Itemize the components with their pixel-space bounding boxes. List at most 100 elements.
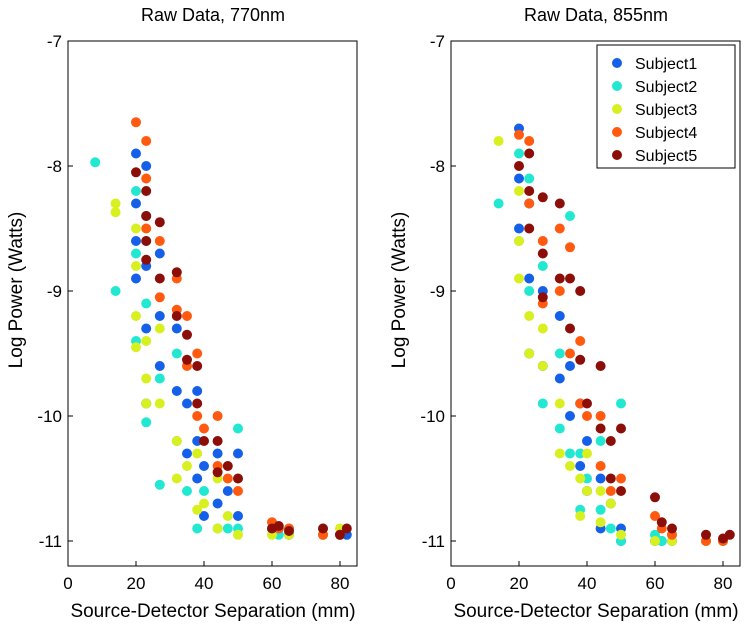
data-point-subject1 [233, 511, 243, 521]
data-point-subject3 [233, 529, 243, 540]
y-tick-label: -11 [422, 532, 445, 551]
data-point-subject5 [554, 198, 565, 209]
data-point-subject3 [575, 511, 586, 521]
y-tick-label: -9 [430, 282, 445, 301]
data-point-subject3 [514, 186, 524, 196]
legend-label: Subject2 [635, 79, 697, 96]
data-point-subject4 [141, 136, 152, 146]
data-point-subject5 [192, 361, 203, 371]
data-point-subject3 [131, 223, 141, 234]
data-point-subject1 [595, 473, 606, 484]
x-tick-label: 40 [578, 574, 597, 593]
data-point-subject2 [554, 348, 565, 359]
data-point-subject1 [199, 511, 209, 521]
data-point-subject4 [537, 236, 548, 246]
data-point-subject5 [318, 523, 328, 534]
data-point-subject4 [141, 223, 152, 234]
data-point-subject2 [131, 186, 141, 196]
data-point-subject4 [595, 461, 606, 471]
data-point-subject3 [554, 398, 565, 409]
data-point-subject5 [650, 492, 660, 503]
data-point-subject5 [575, 286, 586, 296]
y-tick-label: -10 [420, 407, 445, 426]
data-point-subject5 [656, 517, 667, 528]
data-point-subject3 [154, 398, 165, 409]
data-point-subject3 [182, 461, 192, 471]
data-point-subject4 [199, 423, 209, 434]
data-point-subject2 [171, 348, 182, 359]
data-point-subject5 [141, 211, 152, 221]
data-point-subject4 [222, 473, 233, 484]
data-point-subject3 [524, 311, 535, 321]
data-point-subject2 [493, 198, 504, 209]
legend: Subject1 Subject2 Subject3 Subject4 Subject5 [596, 44, 736, 169]
data-point-subject1 [554, 373, 565, 384]
data-point-subject1 [524, 273, 535, 284]
y-tick-label: -11 [39, 532, 62, 551]
data-point-subject3 [524, 348, 535, 359]
data-point-subject5 [616, 486, 626, 496]
data-point-subject5 [514, 161, 524, 171]
data-point-subject5 [524, 186, 535, 196]
data-point-subject5 [341, 523, 352, 534]
data-point-subject1 [182, 398, 192, 409]
data-point-subject1 [514, 173, 524, 184]
data-point-subject4 [582, 411, 592, 421]
data-point-subject3 [192, 504, 203, 515]
data-point-subject2 [222, 523, 233, 534]
data-point-subject2 [233, 423, 243, 434]
data-point-subject5 [605, 473, 616, 484]
x-axis-label: Source-Detector Separation (mm) [453, 601, 738, 622]
data-point-subject2 [141, 417, 152, 428]
legend-label: Subject1 [635, 56, 697, 73]
data-point-subject5 [616, 423, 626, 434]
data-point-subject4 [554, 223, 565, 234]
data-point-subject3 [650, 536, 660, 546]
data-point-subject4 [212, 411, 223, 421]
data-point-subject3 [582, 448, 592, 459]
data-point-subject3 [514, 236, 524, 246]
data-point-subject1 [192, 473, 203, 484]
data-point-subject5 [212, 467, 223, 478]
data-point-subject4 [554, 286, 565, 296]
y-tick-label: -8 [430, 157, 445, 176]
data-point-subject4 [616, 473, 626, 484]
y-tick-label: -9 [47, 282, 62, 301]
data-point-subject2 [514, 148, 524, 159]
data-point-subject3 [582, 486, 592, 496]
data-point-subject4 [605, 486, 616, 496]
data-point-subject3 [554, 448, 565, 459]
x-tick-label: 60 [646, 574, 665, 593]
data-point-subject2 [90, 157, 101, 168]
data-point-subject1 [131, 148, 141, 159]
x-tick-label: 0 [446, 574, 455, 593]
data-point-subject5 [171, 311, 182, 321]
data-point-subject2 [595, 504, 606, 515]
legend-marker [612, 104, 622, 114]
data-point-subject5 [565, 273, 575, 284]
data-point-subject4 [524, 136, 535, 146]
data-point-subject1 [554, 311, 565, 321]
x-tick-label: 80 [331, 574, 350, 593]
data-point-subject5 [595, 423, 606, 434]
data-point-subject1 [582, 436, 592, 446]
data-point-subject5 [565, 323, 575, 334]
data-point-subject3 [154, 323, 165, 334]
data-point-subject2 [154, 373, 165, 384]
chart-title: Raw Data, 855nm [524, 5, 668, 25]
data-point-subject1 [514, 223, 524, 234]
data-point-subject4 [182, 311, 192, 321]
data-point-subject5 [182, 329, 192, 340]
data-point-subject5 [554, 273, 565, 284]
data-point-subject3 [565, 461, 575, 471]
data-point-subject5 [154, 273, 165, 284]
chart-770nm: Raw Data, 770nm Source-Detector Separati… [6, 5, 358, 622]
data-point-subject5 [537, 292, 548, 303]
data-point-subject3 [110, 198, 121, 209]
data-point-subject4 [650, 511, 660, 521]
data-point-subject5 [575, 354, 586, 365]
y-axis-label: Log Power (Watts) [6, 212, 27, 369]
data-point-subject1 [199, 461, 209, 471]
data-point-subject4 [595, 411, 606, 421]
x-tick-label: 40 [195, 574, 214, 593]
